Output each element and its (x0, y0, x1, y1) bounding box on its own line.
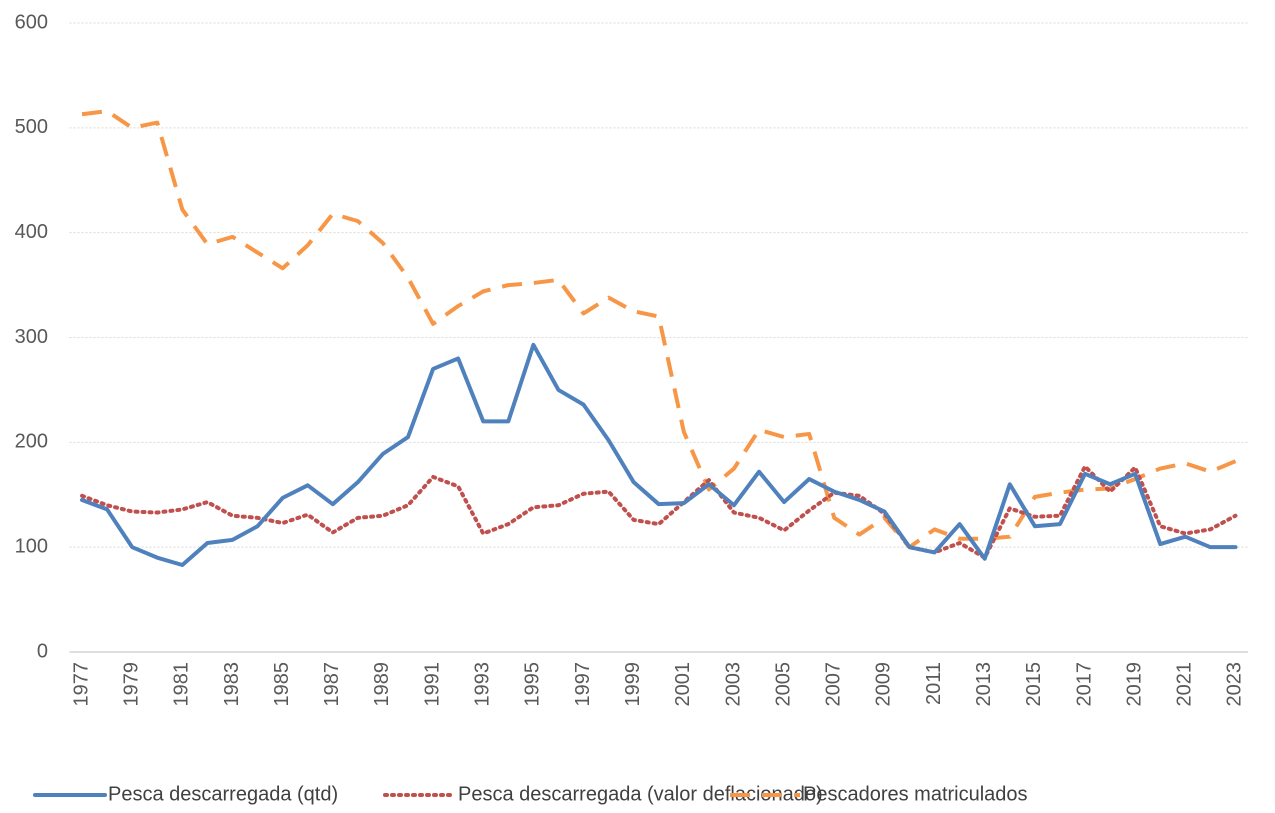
x-tick-label: 2007 (823, 662, 845, 707)
x-tick-label: 2017 (1073, 662, 1095, 707)
x-tick-label: 1977 (70, 662, 92, 707)
y-tick-label: 200 (15, 431, 48, 453)
y-tick-label: 300 (15, 326, 48, 348)
legend-label: Pesca descarregada (qtd) (108, 783, 338, 805)
series-line (81, 109, 1237, 550)
x-tick-label: 2015 (1023, 662, 1045, 707)
y-tick-label: 600 (15, 11, 48, 33)
series-line (80, 464, 1238, 560)
x-tick-label: 2001 (672, 662, 694, 707)
legend-label: Pescadores matriculados (803, 783, 1028, 805)
x-tick-label: 1995 (522, 662, 544, 707)
x-tick-label: 2005 (772, 662, 794, 707)
x-tick-label: 1979 (120, 662, 142, 707)
y-tick-label: 100 (15, 535, 48, 557)
x-tick-label: 1997 (572, 662, 594, 707)
y-tick-label: 0 (37, 640, 48, 662)
x-tick-label: 1985 (271, 662, 293, 707)
x-tick-label: 2023 (1224, 662, 1246, 707)
x-tick-label: 1991 (421, 662, 443, 707)
x-tick-label: 2009 (873, 662, 895, 707)
y-tick-label: 400 (15, 221, 48, 243)
x-tick-label: 1987 (321, 662, 343, 707)
x-tick-label: 2019 (1123, 662, 1145, 707)
x-tick-label: 2013 (973, 662, 995, 707)
series-line (80, 342, 1238, 567)
legend-label: Pesca descarregada (valor deflacionado) (458, 783, 823, 805)
x-tick-label: 1999 (622, 662, 644, 707)
x-tick-label: 2021 (1174, 662, 1196, 707)
x-tick-label: 2003 (722, 662, 744, 707)
y-tick-label: 500 (15, 116, 48, 138)
x-tick-label: 1981 (171, 662, 193, 707)
x-tick-label: 1983 (221, 662, 243, 707)
x-tick-label: 1993 (472, 662, 494, 707)
x-tick-label: 2011 (923, 662, 945, 705)
x-tick-label: 1989 (371, 662, 393, 707)
